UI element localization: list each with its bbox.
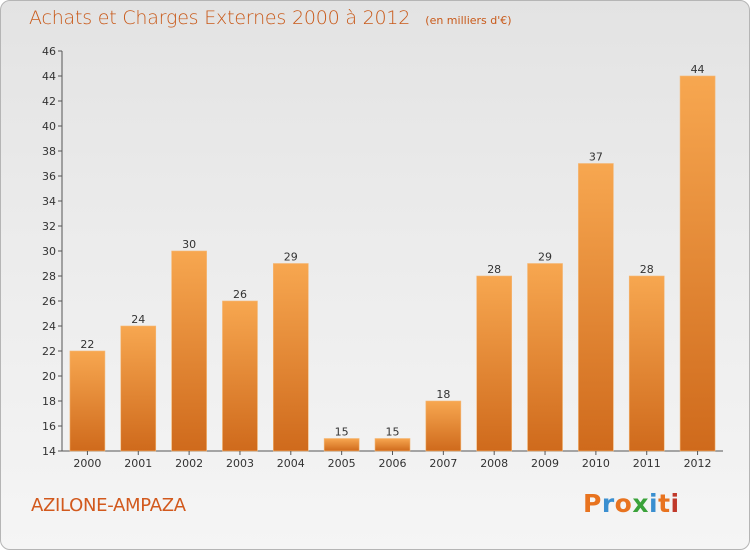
x-tick-label: 2007 <box>429 457 457 470</box>
y-tick-label: 26 <box>42 295 56 308</box>
bar-value-label: 30 <box>182 238 196 251</box>
y-tick-label: 44 <box>42 70 56 83</box>
y-tick-label: 22 <box>42 345 56 358</box>
commune-name: AZILONE-AMPAZA <box>31 495 186 516</box>
x-tick-label: 2005 <box>328 457 356 470</box>
bar-value-label: 29 <box>538 251 552 264</box>
bar-value-label: 24 <box>131 313 145 326</box>
bar-value-label: 28 <box>640 263 654 276</box>
y-tick-label: 18 <box>42 395 56 408</box>
y-tick-label: 40 <box>42 120 56 133</box>
x-tick-label: 2004 <box>277 457 305 470</box>
logo-letter: r <box>601 489 615 518</box>
bar-value-label: 26 <box>233 288 247 301</box>
bar-value-label: 22 <box>80 338 94 351</box>
y-tick-label: 24 <box>42 320 56 333</box>
bar-value-label: 15 <box>335 426 349 439</box>
bar <box>578 163 614 452</box>
y-tick-label: 42 <box>42 95 56 108</box>
bar-value-label: 15 <box>386 426 400 439</box>
y-tick-label: 32 <box>42 220 56 233</box>
logo-letter: o <box>614 489 633 518</box>
proxiti-logo: Proxiti <box>583 489 680 518</box>
bar <box>222 300 258 452</box>
chart-title: Achats et Charges Externes 2000 à 2012 <box>29 7 411 29</box>
bar <box>273 263 309 452</box>
bar <box>476 275 512 452</box>
y-tick-label: 20 <box>42 370 56 383</box>
bar <box>171 250 207 452</box>
x-tick-label: 2001 <box>124 457 152 470</box>
bar-value-label: 44 <box>691 63 705 76</box>
bar <box>323 438 360 452</box>
x-tick-label: 2012 <box>684 457 712 470</box>
y-tick-label: 36 <box>42 170 56 183</box>
logo-letter: i <box>670 489 680 518</box>
y-tick-label: 30 <box>42 245 56 258</box>
bar-value-label: 29 <box>284 251 298 264</box>
logo-letter: P <box>583 489 602 518</box>
chart-title-block: Achats et Charges Externes 2000 à 2012 (… <box>29 7 512 29</box>
logo-letter: i <box>649 489 659 518</box>
x-tick-label: 2009 <box>531 457 559 470</box>
bar <box>628 275 665 452</box>
bar-value-label: 28 <box>487 263 501 276</box>
x-tick-label: 2002 <box>175 457 203 470</box>
x-tick-label: 2003 <box>226 457 254 470</box>
bar <box>679 75 716 452</box>
logo-letter: x <box>632 489 649 518</box>
x-tick-label: 2008 <box>480 457 508 470</box>
y-tick-label: 34 <box>42 195 56 208</box>
bar <box>69 350 106 452</box>
logo-letter: t <box>658 489 671 518</box>
bar <box>527 263 563 452</box>
chart-unit: (en milliers d'€) <box>425 14 512 27</box>
x-tick-label: 2000 <box>73 457 101 470</box>
bar <box>120 325 157 452</box>
y-tick-label: 38 <box>42 145 56 158</box>
y-tick-label: 46 <box>42 45 56 58</box>
y-tick-label: 16 <box>42 420 56 433</box>
bar <box>425 400 462 452</box>
bar-value-label: 18 <box>436 388 450 401</box>
y-tick-label: 28 <box>42 270 56 283</box>
x-tick-label: 2006 <box>379 457 407 470</box>
y-tick-label: 14 <box>42 445 56 458</box>
bar-value-label: 37 <box>589 151 603 164</box>
x-tick-label: 2011 <box>633 457 661 470</box>
bar <box>374 438 411 452</box>
x-tick-label: 2010 <box>582 457 610 470</box>
